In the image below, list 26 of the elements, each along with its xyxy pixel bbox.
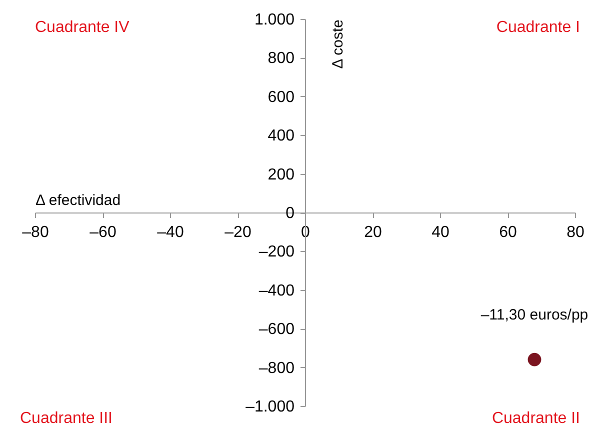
x-axis-title: Δ efectividad: [36, 192, 121, 209]
y-tick-label: –1.000: [246, 398, 295, 416]
annotation: Cuadrante IV: [35, 19, 130, 36]
y-tick-label: –600: [258, 321, 295, 338]
y-tick-label: –400: [258, 282, 295, 300]
x-tick-label: 20: [364, 224, 382, 241]
y-tick-label: –200: [258, 244, 295, 261]
annotation: –11,30 euros/pp: [480, 306, 588, 324]
y-tick-label: 0: [286, 205, 295, 222]
x-tick-label: –20: [224, 224, 252, 241]
text: Cuadrante III: [20, 410, 112, 427]
x-tick-label: 80: [566, 224, 584, 241]
y-axis-title: Δ coste: [330, 20, 346, 69]
y-tick-label: 200: [268, 166, 295, 184]
y-tick-label: 600: [268, 88, 295, 106]
x-tick-label: –40: [157, 224, 184, 241]
x-tick-label: –60: [90, 224, 116, 241]
y-tick-label: 800: [268, 50, 295, 68]
y-tick-label: 400: [268, 128, 295, 145]
x-tick-label: –80: [22, 224, 49, 241]
x-tick-label: 60: [499, 224, 517, 241]
y-tick-label: 1.000: [254, 12, 295, 28]
annotation: Cuadrante I: [496, 19, 580, 36]
text: Cuadrante II: [492, 410, 580, 427]
x-tick-label: 40: [432, 224, 450, 241]
y-tick-label: –800: [258, 360, 295, 377]
